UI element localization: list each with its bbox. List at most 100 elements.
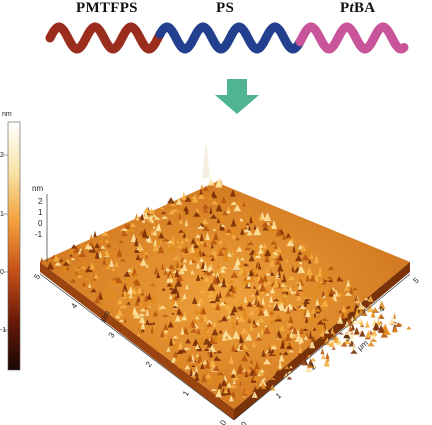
surface-peak [174,314,181,322]
surface-peak [287,370,293,374]
surface-peak [307,259,312,264]
surface-peak [297,244,304,250]
surface-peak [288,350,295,353]
surface-peak [291,265,295,273]
z-axis-tick: 0 [38,219,43,228]
surface-peak [178,218,184,224]
surface-peak [219,223,223,230]
surface-peak [139,308,147,312]
surface-peak [280,296,288,303]
surface-peak [202,186,210,191]
surface-peak [82,281,87,287]
surface-peak [203,313,208,322]
surface-peak [241,220,248,229]
surface-peak [349,303,355,312]
surface-peak [303,334,308,340]
surface-peak [263,358,271,365]
surface-peak [104,254,110,257]
surface-peak [235,246,243,252]
surface-peak [130,233,137,243]
surface-peak [269,287,276,294]
surface-peak [304,308,312,318]
surface-peak [274,257,280,261]
surface-peak [285,258,289,263]
surface-peak [104,285,111,294]
surface-peak [369,338,378,342]
surface-peak [46,261,55,270]
surface-peak [283,372,289,378]
surface-peak [123,317,127,323]
surface-peak [298,345,303,353]
surface-peak [136,323,142,330]
surface-peak [297,251,303,255]
surface-peak [70,276,76,283]
surface-peak [261,226,269,231]
surface-peak [192,318,198,323]
surface-peak [210,248,218,258]
surface-peak [210,388,218,391]
surface-peak [269,260,276,267]
surface-peak [93,297,101,304]
z-axis-unit: nm [32,184,43,193]
surface-peak [184,364,191,370]
surface-peak [100,245,106,249]
surface-peak [94,250,100,259]
surface-peak [137,313,146,316]
surface-peak [264,253,270,263]
surface-peak [145,264,149,268]
surface-peak [352,286,358,291]
surface-peak [306,364,314,369]
surface-peak [52,254,60,262]
surface-peak [138,257,144,262]
surface-peak [225,231,230,236]
surface-peak [229,311,236,316]
surface-peak [262,243,268,249]
surface-peak [216,350,223,354]
surface-peak [350,331,354,335]
surface-peak [160,329,165,338]
surface-peak [272,303,280,311]
surface-peak [310,252,314,259]
color-scale-tick: 1 [0,211,4,218]
surface-peak [225,228,232,233]
surface-peak [175,278,182,287]
surface-peak [300,243,307,251]
surface-peak [215,203,223,212]
surface-peak [209,264,213,271]
surface-peak [226,382,233,388]
surface-peak [161,211,167,214]
surface-peak [231,290,237,294]
surface-peak [192,369,196,377]
surface-peak [210,243,214,249]
surface-peak [207,290,215,298]
surface-peak [177,341,184,350]
surface-peak [197,334,201,344]
surface-peak [303,299,310,304]
surface-peak [388,318,396,325]
surface-peak [227,313,231,319]
surface-peak [286,290,293,296]
surface-peak [199,257,204,262]
surface-peak [172,305,179,309]
surface-peak [222,250,229,260]
surface-peak [242,226,249,230]
surface-peak [253,226,262,236]
surface-peak [170,236,176,245]
surface-peak [313,255,319,264]
surface-peak [123,223,129,229]
surface-peak [251,216,257,224]
surface-peak [172,295,179,301]
surface-peak [190,237,196,244]
surface-peak [111,268,116,271]
surface-peak [303,291,310,298]
surface-peak [168,209,176,215]
surface-peak [148,217,154,222]
surface-peak [161,262,165,270]
surface-peak [134,249,141,253]
surface-peak [171,312,175,315]
surface-peak [275,275,280,279]
surface-peak [298,305,307,309]
surface-peak [261,296,265,305]
x-axis-tick: 2 [308,362,318,372]
surface-peak [279,284,284,291]
